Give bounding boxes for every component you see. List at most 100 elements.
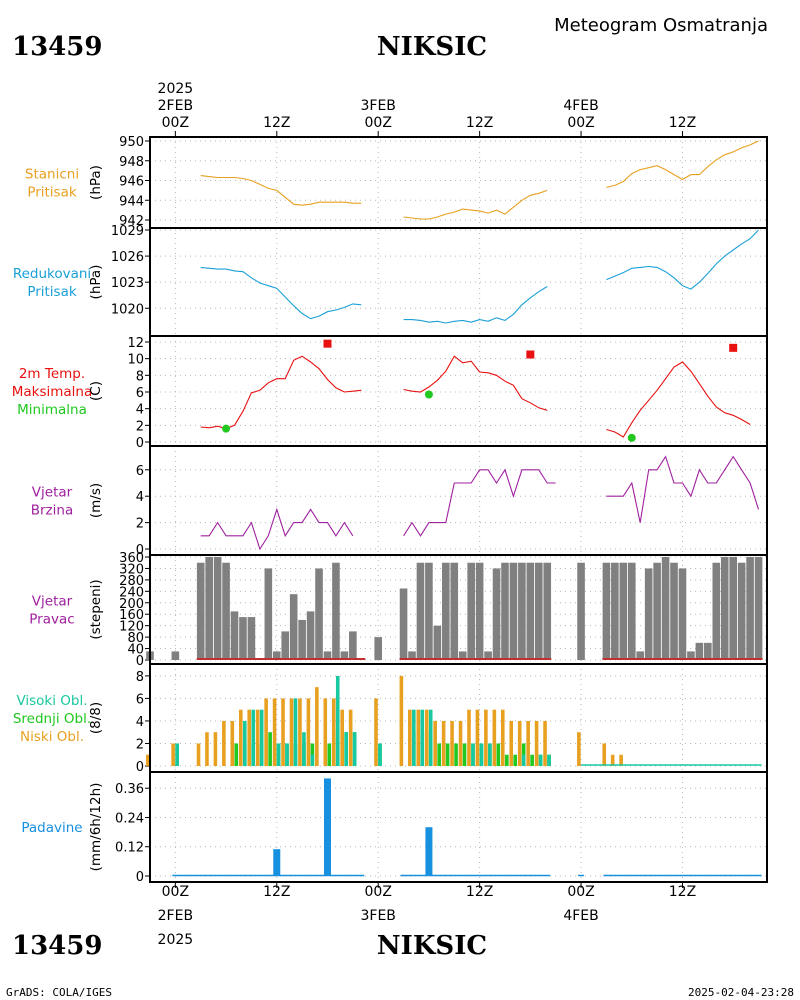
y-tick-label: 320	[119, 562, 144, 577]
wind-direction-bar	[340, 651, 349, 660]
y-tick-label: 0	[136, 870, 144, 885]
low-cloud-bar	[247, 709, 252, 766]
low-cloud-bar	[484, 709, 488, 766]
wind-direction-bar	[526, 562, 535, 660]
date-label-bottom: 2FEB	[158, 908, 193, 924]
product-title: Meteogram Osmatranja	[554, 15, 768, 36]
wind-direction-bar	[399, 588, 408, 660]
time-tick-label-bottom: 12Z	[466, 884, 493, 900]
panel-frame	[149, 335, 768, 447]
station-name-bottom: NIKSIC	[377, 931, 487, 961]
high-cloud-bar	[471, 743, 475, 766]
low-cloud-bar	[348, 709, 353, 766]
y-tick-label: 2	[136, 737, 144, 752]
wind-direction-bar	[306, 611, 315, 660]
unit-label: (hPa)	[88, 265, 104, 300]
tmin-marker	[424, 390, 433, 399]
date-label-top: 4FEB	[563, 98, 598, 114]
tmax-marker	[323, 339, 332, 348]
series-line-reduced_pressure	[606, 229, 759, 290]
wind-direction-bar	[509, 562, 518, 660]
low-cloud-bar	[298, 698, 302, 766]
series-line-reduced_pressure	[403, 286, 548, 324]
high-cloud-bar	[344, 732, 348, 766]
wind-direction-bar	[425, 562, 433, 660]
wind-direction-bar	[534, 562, 543, 660]
y-tick-label: 360	[119, 551, 144, 566]
panel-frame	[149, 227, 768, 337]
wind-direction-bar	[196, 562, 205, 660]
wind-direction-bar	[171, 651, 180, 660]
y-tick-label: 950	[119, 135, 144, 150]
wind-direction-bar	[332, 562, 340, 660]
low-cloud-bar	[500, 709, 505, 766]
wind-direction-bar	[374, 637, 383, 660]
y-tick-label: 120	[119, 620, 144, 635]
series-line-station_pressure	[200, 175, 362, 206]
unit-label: (mm/6h/12h)	[88, 783, 104, 872]
wind-direction-bar	[247, 617, 256, 660]
low-cloud-bar	[146, 754, 150, 766]
date-label-top: 2FEB	[158, 98, 193, 114]
high-cloud-bar	[251, 709, 256, 766]
low-cloud-bar	[222, 720, 226, 766]
low-cloud-bar	[323, 698, 328, 766]
wind-direction-bar	[205, 557, 213, 660]
low-cloud-bar	[230, 720, 235, 766]
y-tick-label: 10	[127, 353, 144, 368]
low-cloud-bar	[272, 698, 277, 766]
high-cloud-bar	[521, 754, 526, 766]
wind-direction-bar	[408, 651, 416, 660]
y-tick-label: 0.24	[115, 811, 144, 826]
unit-label: (stepeni)	[88, 579, 104, 639]
wind-direction-bar	[281, 631, 290, 660]
mid-cloud-bar	[327, 743, 332, 766]
low-cloud-bar	[441, 720, 446, 766]
wind-direction-bar	[712, 562, 721, 660]
low-cloud-bar	[602, 743, 607, 766]
y-tick-label: 200	[119, 597, 144, 612]
y-tick-label: 40	[127, 643, 144, 658]
high-cloud-bar	[259, 709, 264, 766]
wind-direction-bar	[298, 619, 306, 660]
series-line-wind_speed	[200, 507, 354, 551]
year-label-top: 2025	[158, 81, 194, 97]
panel-station_pressure: Stanicni Pritisak (hPa) 942 944 946 948 950	[25, 135, 768, 229]
wind-direction-bar	[754, 557, 763, 660]
panel-title-line: Niski Obl.	[20, 729, 84, 745]
mid-cloud-bar	[530, 754, 534, 766]
precip-bar	[273, 849, 281, 876]
panel-title-line: Padavine	[21, 820, 82, 836]
panel-title-line: Vjetar	[32, 485, 73, 501]
wind-direction-bar	[239, 617, 247, 660]
high-cloud-bar	[242, 720, 247, 766]
wind-direction-bar	[704, 642, 712, 660]
high-cloud-bar	[538, 754, 543, 766]
low-cloud-bar	[205, 732, 209, 766]
panel-wind_direction: Vjetar Pravac (stepeni) 0408012016020024028…	[29, 551, 768, 669]
station-id-bottom: 13459	[12, 931, 102, 961]
y-tick-label: 6	[136, 692, 144, 707]
wind-direction-bar	[475, 562, 484, 660]
wind-direction-bar	[746, 557, 754, 660]
timestamp-text: 2025-02-04-23:28	[688, 986, 794, 999]
time-tick-label-bottom: 00Z	[365, 884, 392, 900]
unit-label: (m/s)	[88, 483, 104, 518]
low-cloud-bar	[517, 720, 522, 766]
mid-cloud-bar	[234, 743, 239, 766]
wind-direction-bar	[661, 557, 670, 660]
wind-direction-bar	[450, 562, 459, 660]
low-cloud-bar	[196, 743, 201, 766]
y-tick-label: 0	[136, 543, 144, 558]
y-tick-label: 0	[136, 654, 144, 669]
wind-direction-bar	[670, 562, 678, 660]
series-line-wind_speed	[403, 468, 556, 537]
low-cloud-bar	[315, 687, 319, 766]
y-tick-label: 240	[119, 585, 144, 600]
wind-direction-bar	[230, 611, 239, 660]
high-cloud-bar	[310, 754, 315, 766]
panel-title-line: Srednji Obl.	[13, 711, 91, 727]
low-cloud-bar	[577, 732, 581, 766]
year-label-bottom: 2025	[158, 932, 194, 948]
